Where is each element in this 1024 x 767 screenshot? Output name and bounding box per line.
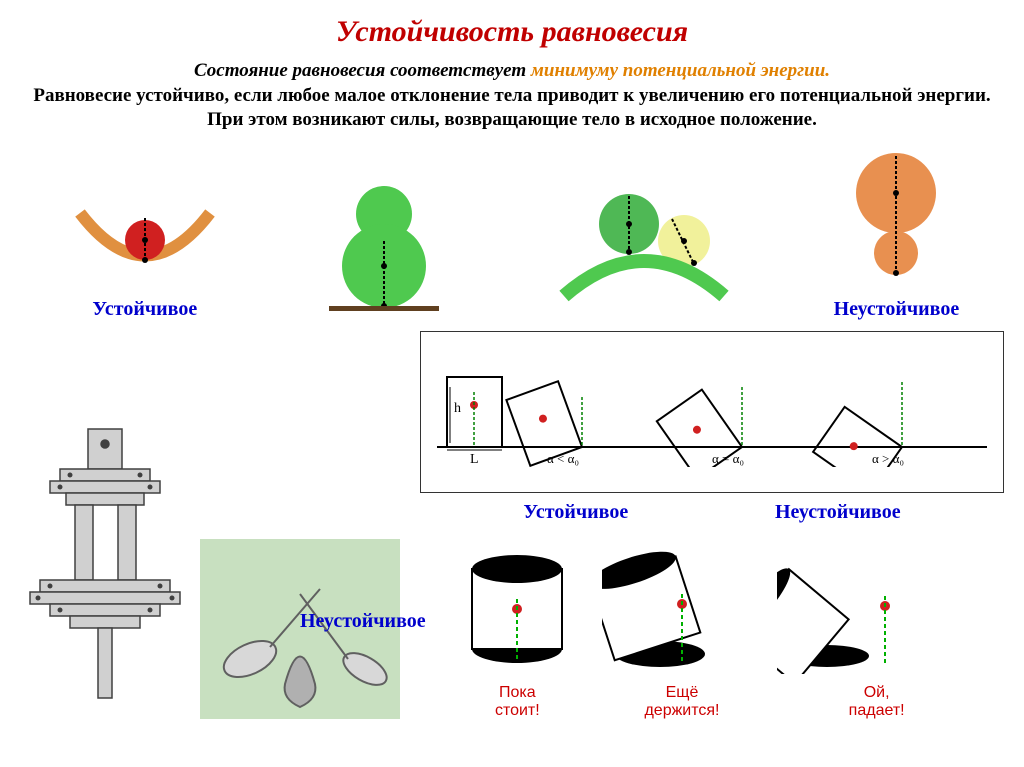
snowman-green-icon bbox=[314, 176, 454, 316]
bowl-icon bbox=[65, 178, 225, 288]
row-top-diagrams: Устойчивое bbox=[20, 141, 1004, 321]
panel-stable-snowman bbox=[314, 176, 454, 321]
subtitle-body: Равновесие устойчиво, если любое малое о… bbox=[33, 85, 990, 131]
cyl-2: Ещёдержится! bbox=[602, 544, 762, 719]
svg-text:h: h bbox=[454, 401, 461, 416]
arch-icon bbox=[544, 186, 744, 316]
cylinders-row: Покастоит! Ещёдержится! bbox=[420, 544, 1004, 719]
row-middle: h L α < α₀ α = α₀ bbox=[20, 331, 1004, 719]
right-tilt: h L α < α₀ α = α₀ bbox=[420, 331, 1004, 719]
svg-text:α = α₀: α = α₀ bbox=[712, 451, 744, 466]
unstable-label-bottom: Неустойчивое bbox=[300, 610, 426, 633]
panel-unstable-arch bbox=[544, 186, 744, 321]
svg-text:L: L bbox=[470, 452, 479, 467]
tilt-unstable-label: Неустойчивое bbox=[775, 501, 901, 524]
tilt-boxes-diagram: h L α < α₀ α = α₀ bbox=[420, 331, 1004, 493]
panel-unstable-snowman: Неустойчивое bbox=[834, 148, 960, 321]
tilt-stable-label: Устойчивое bbox=[523, 501, 628, 524]
svg-text:α < α₀: α < α₀ bbox=[547, 451, 579, 466]
subtitle-italic: Состояние равновесия соответствует bbox=[194, 60, 531, 81]
cyl-3: Ой,падает! bbox=[777, 544, 977, 719]
subtitle: Состояние равновесия соответствует миним… bbox=[20, 59, 1004, 133]
cyl-1: Покастоит! bbox=[447, 544, 587, 719]
snowman-orange-icon bbox=[836, 148, 956, 288]
tilt-labels-row: Устойчивое Неустойчивое bbox=[420, 501, 1004, 524]
stable-label-1: Устойчивое bbox=[65, 298, 225, 321]
unstable-label-1: Неустойчивое bbox=[834, 298, 960, 321]
stacked-blocks-icon bbox=[20, 419, 190, 719]
panel-stable-bowl: Устойчивое bbox=[65, 178, 225, 321]
left-illustrations bbox=[20, 331, 420, 719]
page-title: Устойчивость равновесия bbox=[20, 15, 1004, 49]
subtitle-highlight: минимуму потенциальной энергии. bbox=[531, 60, 830, 81]
svg-text:α > α₀: α > α₀ bbox=[872, 451, 904, 466]
